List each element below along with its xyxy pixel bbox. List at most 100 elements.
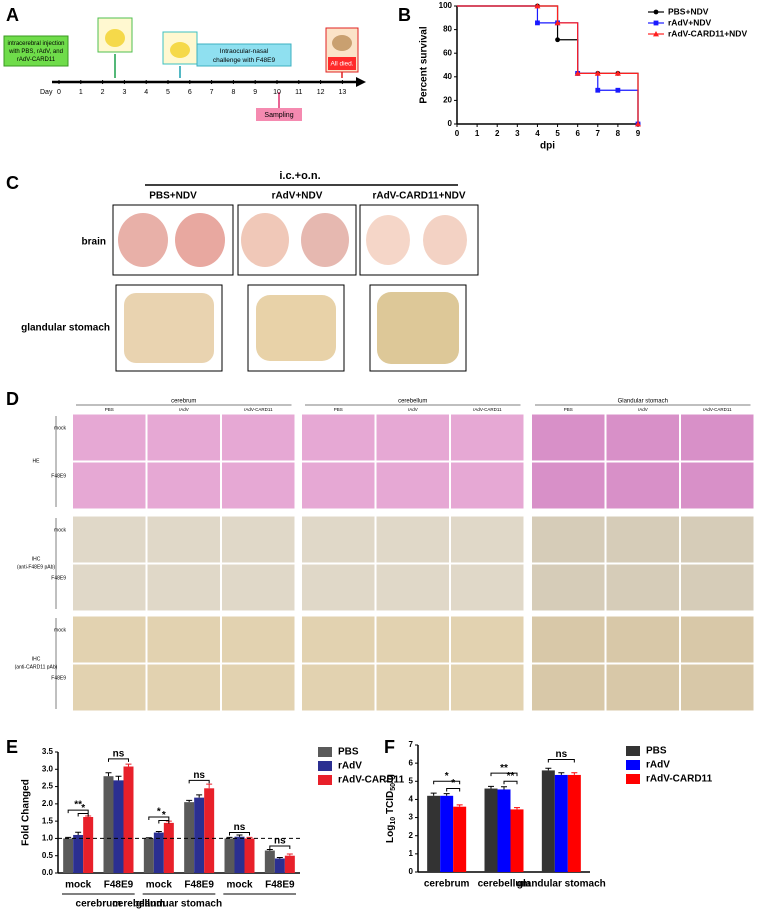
micrograph xyxy=(301,615,376,664)
legend-swatch xyxy=(318,747,332,757)
legend-label: rAdV xyxy=(646,760,670,771)
error-bar xyxy=(75,831,82,835)
marker xyxy=(615,87,621,93)
error-bar xyxy=(236,834,243,837)
micrograph xyxy=(450,563,525,612)
error-bar xyxy=(558,772,565,775)
d-condition: F48E9 xyxy=(51,473,66,479)
micrograph xyxy=(605,615,680,664)
y-axis-title: Fold Changed xyxy=(21,779,32,846)
stomach-photo xyxy=(124,293,214,363)
micrograph xyxy=(450,663,525,712)
day-number: 6 xyxy=(188,89,192,96)
micrograph xyxy=(146,515,221,564)
y-tick-label: 4 xyxy=(409,795,414,804)
marker xyxy=(574,70,581,76)
error-bar xyxy=(115,775,122,781)
error-bar xyxy=(571,772,578,775)
micrograph xyxy=(72,563,147,612)
y-tick-label: 1 xyxy=(409,849,414,858)
d-region: cerebrum xyxy=(171,399,196,405)
c-group-title: rAdV-CARD11+NDV xyxy=(372,191,465,202)
c-header: i.c.+o.n. xyxy=(279,170,320,182)
significance-bracket xyxy=(547,759,575,763)
micrograph xyxy=(450,615,525,664)
x-tick-label: 2 xyxy=(495,129,500,138)
marker xyxy=(554,19,561,26)
day-number: 5 xyxy=(166,89,170,96)
bar xyxy=(510,809,524,872)
y-tick-label: 1.5 xyxy=(42,816,54,825)
bar xyxy=(123,766,134,873)
micrograph xyxy=(221,413,296,462)
significance-label: ** xyxy=(74,800,82,811)
micrograph xyxy=(450,515,525,564)
x-tick-label: 4 xyxy=(535,129,540,138)
marker xyxy=(614,70,621,76)
micrograph xyxy=(146,615,221,664)
x-tick-label: F48E9 xyxy=(104,880,134,891)
micrograph xyxy=(221,563,296,612)
micrograph xyxy=(450,461,525,510)
error-bar xyxy=(266,848,273,851)
c-group-title: rAdV+NDV xyxy=(272,191,323,202)
panel-label: D xyxy=(6,389,19,409)
y-tick-label: 0.0 xyxy=(42,868,54,877)
y-tick-label: 0.5 xyxy=(42,851,54,860)
line: with PBS, rAdV, and xyxy=(8,49,63,55)
day-number: 12 xyxy=(317,89,325,96)
micrograph xyxy=(450,413,525,462)
c-group-title: PBS+NDV xyxy=(149,191,197,202)
x-tick-label: 5 xyxy=(555,129,560,138)
micrograph xyxy=(375,563,450,612)
legend-label: rAdV-CARD11 xyxy=(338,775,405,786)
y-tick-label: 0 xyxy=(448,119,453,128)
micrograph xyxy=(680,563,755,612)
micrograph xyxy=(605,413,680,462)
d-stain: IHC xyxy=(32,656,41,662)
y-axis-title-part: /g xyxy=(385,774,396,783)
day-number: 1 xyxy=(79,89,83,96)
marker xyxy=(595,87,601,93)
legend-label: PBS+NDV xyxy=(668,6,709,16)
bar xyxy=(497,789,511,872)
micrograph xyxy=(680,461,755,510)
micrograph xyxy=(72,515,147,564)
d-column: PBS xyxy=(334,407,343,412)
d-region: Glandular stomach xyxy=(618,399,668,405)
significance-bracket xyxy=(446,788,461,792)
c-row-label: glandular stomach xyxy=(21,323,110,334)
y-tick-label: 3 xyxy=(409,813,414,822)
y-tick-label: 6 xyxy=(409,758,414,767)
micrograph xyxy=(72,615,147,664)
x-tick-label: 6 xyxy=(575,129,580,138)
x-tick-label: mock xyxy=(146,880,173,891)
micrograph xyxy=(375,663,450,712)
day-number: 2 xyxy=(101,89,105,96)
micrograph xyxy=(605,663,680,712)
micrograph xyxy=(221,615,296,664)
stomach-photo xyxy=(256,295,336,361)
error-bar xyxy=(443,793,450,796)
challenge-box xyxy=(196,43,292,67)
bar xyxy=(440,795,454,872)
micrograph xyxy=(531,563,606,612)
bar xyxy=(194,797,205,873)
micrograph xyxy=(301,515,376,564)
y-tick-label: 2.0 xyxy=(42,799,54,808)
y-tick-label: 40 xyxy=(443,72,452,81)
day-number: 0 xyxy=(57,89,61,96)
survival-step xyxy=(457,5,639,124)
micrograph xyxy=(605,563,680,612)
significance-bracket xyxy=(108,758,129,762)
micrograph xyxy=(680,663,755,712)
survival-step xyxy=(457,5,639,124)
significance-bracket xyxy=(158,819,170,824)
brain-photo xyxy=(301,213,349,267)
error-bar xyxy=(276,856,283,859)
panel-label: F xyxy=(384,737,395,757)
significance-label: ns xyxy=(193,770,205,781)
micrograph xyxy=(146,413,221,462)
bar xyxy=(484,788,498,872)
bar xyxy=(143,838,154,873)
